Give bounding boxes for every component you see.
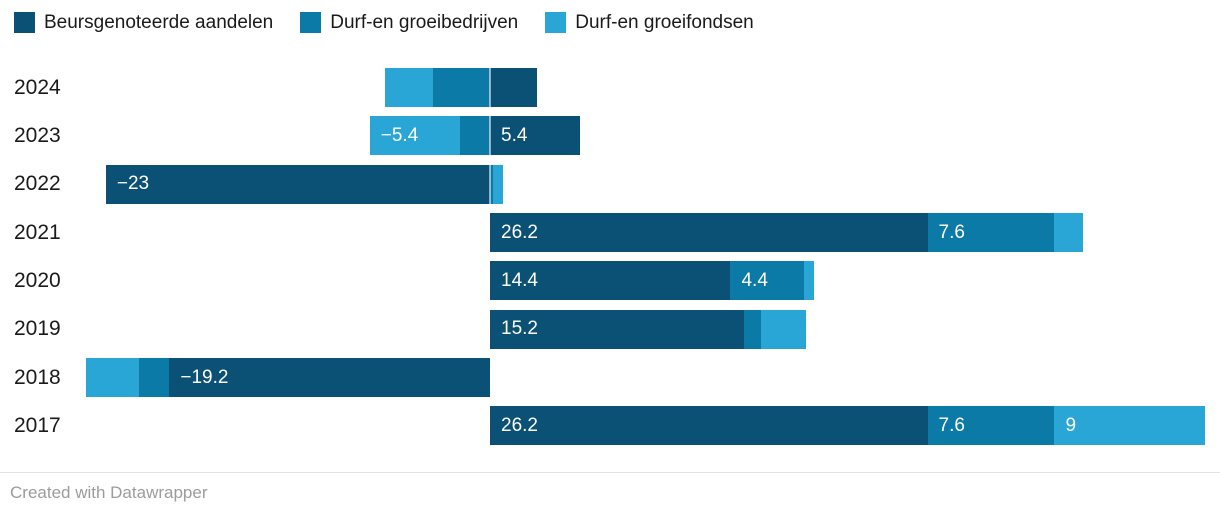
bar-segment[interactable]: −5.4: [369, 116, 460, 156]
legend-swatch-icon: [545, 12, 567, 33]
bar-row-2023: 2023 5.4 −5.4: [0, 116, 1220, 156]
bar-segment[interactable]: [384, 68, 434, 107]
legend-item-1: Durf-en groeibedrijven: [300, 12, 518, 33]
category-label: 2017: [14, 413, 61, 437]
bar-segment[interactable]: [743, 309, 761, 349]
baseline-separator: [489, 164, 491, 204]
bar-segment[interactable]: 9: [1054, 406, 1205, 446]
bar-value-label: 26.2: [501, 221, 538, 243]
legend-label: Beursgenoteerde aandelen: [44, 12, 274, 33]
bar-value-label: 26.2: [501, 414, 538, 436]
bar-value-label: −5.4: [380, 124, 419, 146]
baseline-separator: [489, 68, 491, 107]
category-label: 2018: [14, 365, 61, 389]
bar-segment[interactable]: [490, 164, 494, 204]
bar-segment[interactable]: 4.4: [730, 261, 804, 301]
bar-segment[interactable]: 7.6: [927, 406, 1055, 446]
category-label: 2020: [14, 268, 61, 292]
bar-segment[interactable]: 5.4: [490, 116, 581, 156]
bar-segment[interactable]: −23: [105, 164, 490, 204]
category-label: 2023: [14, 123, 61, 147]
bar-segment[interactable]: [85, 358, 140, 398]
bar-row-2020: 2020 14.4 4.4: [0, 261, 1220, 301]
bar-value-label: 15.2: [501, 318, 538, 340]
category-label: 2021: [14, 220, 61, 244]
bar-segment[interactable]: [493, 164, 504, 204]
bar-value-label: 4.4: [741, 269, 768, 291]
bar-row-2024: 2024: [0, 68, 1220, 107]
category-label: 2019: [14, 317, 61, 341]
bar-value-label: −23: [116, 173, 150, 195]
bar-segment[interactable]: [760, 309, 806, 349]
bar-chart: 2024 2023 5.4 −5.4 2022 −23 2021 26.2 7.6 2020 14.…: [0, 68, 1220, 446]
legend-label: Durf-en groeibedrijven: [330, 12, 519, 33]
bar-value-label: 5.4: [501, 124, 528, 146]
bar-value-label: 9: [1065, 414, 1077, 436]
bar-segment[interactable]: 14.4: [490, 261, 731, 301]
category-label: 2022: [14, 172, 61, 196]
footer-divider: [0, 472, 1220, 473]
bar-segment[interactable]: [433, 68, 490, 107]
bar-value-label: 7.6: [938, 221, 965, 243]
bar-row-2018: 2018 −19.2: [0, 358, 1220, 398]
category-label: 2024: [14, 75, 61, 99]
baseline-separator: [489, 116, 491, 156]
legend-swatch-icon: [14, 12, 35, 33]
datawrapper-credit-link[interactable]: Created with Datawrapper: [10, 483, 208, 502]
bar-row-2017: 2017 26.2 7.6 9: [0, 406, 1220, 446]
bar-segment[interactable]: [490, 68, 537, 107]
legend-label: Durf-en groeifondsen: [575, 12, 754, 33]
bar-segment[interactable]: 15.2: [490, 309, 744, 349]
bar-row-2019: 2019 15.2: [0, 309, 1220, 349]
bar-value-label: 7.6: [938, 414, 965, 436]
bar-value-label: −19.2: [180, 366, 229, 388]
legend-item-0: Beursgenoteerde aandelen: [14, 12, 273, 33]
bar-segment[interactable]: 7.6: [927, 213, 1055, 253]
legend: Beursgenoteerde aandelen Durf-en groeibed…: [14, 12, 754, 33]
bar-row-2022: 2022 −23: [0, 164, 1220, 204]
bar-segment[interactable]: −19.2: [169, 358, 490, 398]
bar-segment[interactable]: 26.2: [490, 213, 928, 253]
bar-segment[interactable]: 26.2: [490, 406, 928, 446]
bar-segment[interactable]: [139, 358, 170, 398]
bar-row-2021: 2021 26.2 7.6: [0, 213, 1220, 253]
bar-segment[interactable]: [803, 261, 814, 301]
bar-segment[interactable]: [1054, 213, 1083, 253]
bar-segment[interactable]: [459, 116, 490, 156]
bar-value-label: 14.4: [501, 269, 538, 291]
legend-swatch-icon: [300, 12, 322, 33]
legend-item-2: Durf-en groeifondsen: [545, 12, 754, 33]
